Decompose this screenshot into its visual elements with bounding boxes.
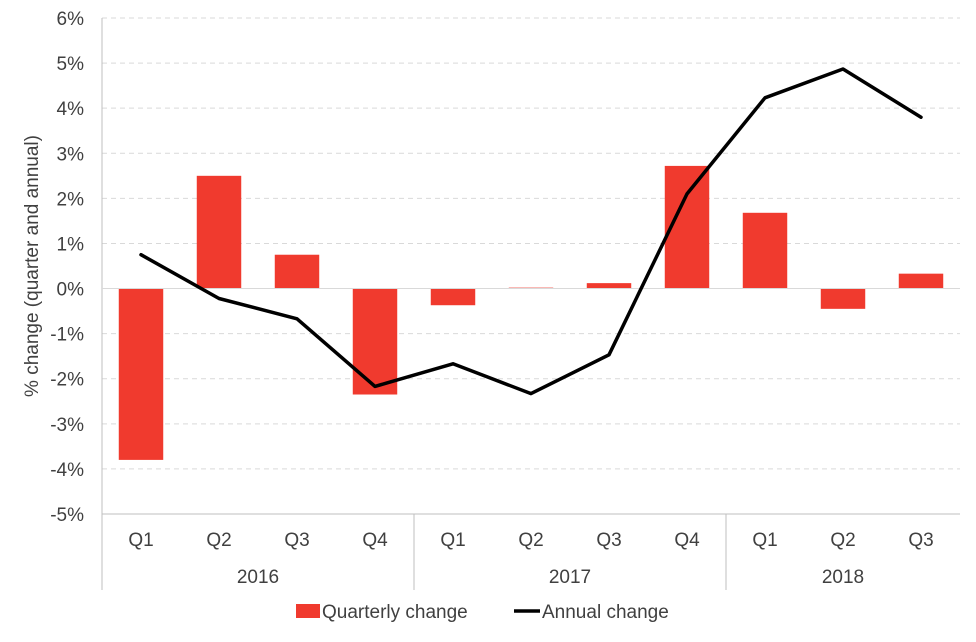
y-tick-label: 1% (57, 234, 85, 255)
x-tick-label: Q1 (128, 530, 153, 551)
legend-label-quarterly: Quarterly change (322, 602, 468, 623)
quarterly-bar (742, 212, 788, 289)
annual-change-line (139, 67, 923, 396)
y-tick-label: 3% (57, 144, 85, 165)
annual-line (139, 67, 923, 396)
legend-swatch-quarterly (296, 604, 320, 618)
x-tick-label: Q2 (830, 530, 855, 551)
y-tick-label: -5% (50, 505, 84, 526)
y-tick-label: -3% (50, 415, 84, 436)
x-tick-label: Q3 (908, 530, 933, 551)
y-tick-label: 4% (57, 99, 85, 120)
x-group-label: 2017 (549, 567, 591, 588)
quarterly-bar (274, 254, 320, 289)
quarterly-bar (352, 288, 398, 395)
quarterly-bar (430, 288, 476, 306)
legend-label-annual: Annual change (542, 602, 669, 623)
x-tick-label: Q2 (518, 530, 543, 551)
x-tick-label: Q2 (206, 530, 231, 551)
quarterly-bar (820, 288, 866, 309)
quarterly-bars (118, 165, 944, 460)
y-tick-label: -4% (50, 460, 84, 481)
legend: Quarterly change Annual change (296, 602, 669, 623)
y-axis-title: % change (quarter and annual) (22, 135, 43, 397)
quarterly-bar (586, 283, 632, 289)
y-tick-label: 2% (57, 189, 85, 210)
x-tick-label: Q3 (284, 530, 309, 551)
x-tick-label: Q4 (674, 530, 700, 551)
quarterly-bar (196, 175, 242, 289)
x-group-label: 2018 (822, 567, 864, 588)
x-tick-label: Q3 (596, 530, 621, 551)
y-tick-label: 5% (57, 54, 85, 75)
y-tick-label: 6% (57, 9, 85, 30)
y-tick-labels: 6% 5% 4% 3% 2% 1% 0% -1% -2% -3% -4% -5% (50, 9, 84, 526)
x-tick-label: Q1 (752, 530, 777, 551)
y-tick-label: -1% (50, 325, 84, 346)
x-tick-label: Q1 (440, 530, 465, 551)
x-tick-label: Q4 (362, 530, 388, 551)
x-group-label: 2016 (237, 567, 279, 588)
y-tick-label: -2% (50, 370, 84, 391)
y-tick-label: 0% (57, 280, 85, 301)
quarterly-bar (118, 288, 164, 460)
quarterly-bar (898, 273, 944, 289)
axes (101, 18, 960, 590)
